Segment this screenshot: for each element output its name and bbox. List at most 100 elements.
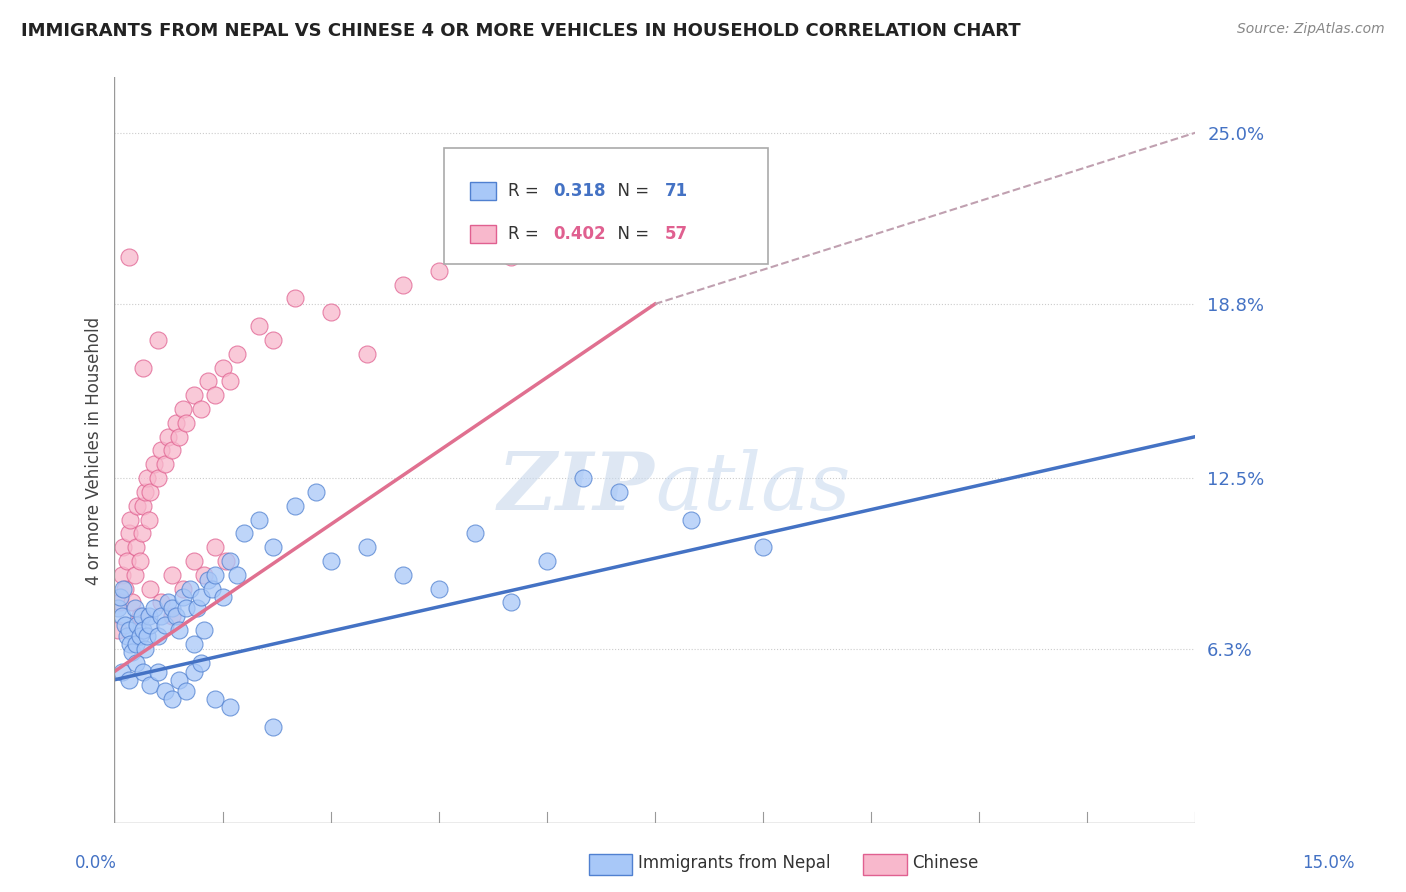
- Point: [160, 609, 183, 624]
- Point: [112, 540, 135, 554]
- FancyBboxPatch shape: [470, 226, 496, 244]
- Point: [179, 582, 201, 596]
- Point: [125, 637, 148, 651]
- Point: [190, 590, 212, 604]
- Point: [172, 402, 194, 417]
- Point: [150, 609, 173, 624]
- Point: [391, 567, 413, 582]
- Point: [118, 623, 141, 637]
- Point: [110, 567, 132, 582]
- Point: [125, 540, 148, 554]
- Point: [211, 590, 233, 604]
- Y-axis label: 4 or more Vehicles in Household: 4 or more Vehicles in Household: [86, 317, 103, 584]
- Point: [128, 609, 150, 624]
- Point: [204, 567, 226, 582]
- Point: [108, 595, 131, 609]
- Point: [190, 402, 212, 417]
- Point: [124, 601, 146, 615]
- Point: [679, 512, 702, 526]
- Point: [120, 637, 142, 651]
- Point: [183, 388, 205, 402]
- Point: [607, 484, 630, 499]
- Point: [120, 512, 142, 526]
- Point: [262, 540, 284, 554]
- Point: [186, 601, 208, 615]
- Point: [197, 574, 219, 588]
- Point: [124, 567, 146, 582]
- Point: [146, 629, 169, 643]
- Point: [572, 471, 595, 485]
- Point: [160, 692, 183, 706]
- Point: [131, 609, 153, 624]
- Point: [150, 595, 173, 609]
- Point: [153, 617, 176, 632]
- Point: [262, 720, 284, 734]
- Point: [427, 264, 450, 278]
- Point: [131, 526, 153, 541]
- Point: [134, 484, 156, 499]
- Point: [127, 617, 149, 632]
- Point: [153, 683, 176, 698]
- Point: [139, 484, 162, 499]
- Point: [121, 595, 143, 609]
- Point: [118, 250, 141, 264]
- Point: [118, 526, 141, 541]
- Point: [132, 360, 155, 375]
- Point: [165, 609, 187, 624]
- Point: [146, 333, 169, 347]
- Point: [536, 554, 558, 568]
- Point: [193, 567, 215, 582]
- Point: [150, 443, 173, 458]
- Point: [143, 601, 166, 615]
- Point: [284, 499, 307, 513]
- FancyBboxPatch shape: [470, 182, 496, 200]
- Point: [190, 657, 212, 671]
- Text: N =: N =: [607, 182, 655, 200]
- Point: [157, 430, 180, 444]
- Text: IMMIGRANTS FROM NEPAL VS CHINESE 4 OR MORE VEHICLES IN HOUSEHOLD CORRELATION CHA: IMMIGRANTS FROM NEPAL VS CHINESE 4 OR MO…: [21, 22, 1021, 40]
- Point: [752, 540, 775, 554]
- Point: [183, 554, 205, 568]
- Text: Immigrants from Nepal: Immigrants from Nepal: [638, 855, 831, 872]
- Text: R =: R =: [508, 182, 544, 200]
- Point: [169, 623, 191, 637]
- Point: [226, 567, 249, 582]
- Text: 15.0%: 15.0%: [1302, 855, 1355, 872]
- Point: [176, 601, 198, 615]
- Point: [176, 416, 198, 430]
- Point: [134, 642, 156, 657]
- Point: [139, 582, 162, 596]
- Point: [211, 360, 233, 375]
- Text: Chinese: Chinese: [912, 855, 979, 872]
- Text: 57: 57: [665, 226, 688, 244]
- Point: [132, 623, 155, 637]
- Text: N =: N =: [607, 226, 655, 244]
- Point: [305, 484, 328, 499]
- Point: [193, 623, 215, 637]
- Point: [139, 678, 162, 692]
- Point: [165, 416, 187, 430]
- Text: atlas: atlas: [655, 449, 851, 526]
- Point: [160, 601, 183, 615]
- Text: 0.0%: 0.0%: [75, 855, 117, 872]
- Point: [356, 540, 378, 554]
- Point: [157, 595, 180, 609]
- Point: [204, 388, 226, 402]
- Point: [128, 554, 150, 568]
- Point: [201, 582, 224, 596]
- Point: [169, 430, 191, 444]
- Point: [138, 609, 160, 624]
- Point: [218, 375, 240, 389]
- Text: ZIP: ZIP: [498, 449, 655, 526]
- Point: [169, 673, 191, 687]
- Point: [128, 629, 150, 643]
- Point: [215, 554, 238, 568]
- Point: [183, 637, 205, 651]
- Point: [160, 567, 183, 582]
- Point: [218, 700, 240, 714]
- Point: [262, 333, 284, 347]
- Point: [127, 499, 149, 513]
- Text: R =: R =: [508, 226, 544, 244]
- Point: [121, 645, 143, 659]
- Point: [107, 601, 129, 615]
